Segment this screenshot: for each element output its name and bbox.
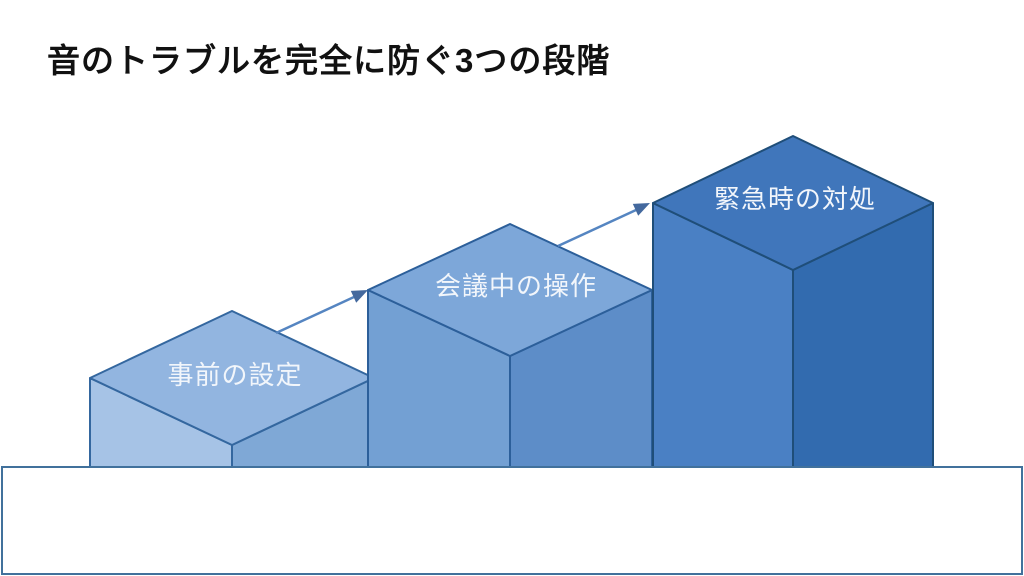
baseline-platform — [1, 466, 1023, 575]
arrow-2-line — [557, 208, 637, 248]
step3-top-face — [652, 135, 934, 271]
connector-arrow-2 — [557, 203, 650, 248]
arrow-1-line — [275, 295, 355, 335]
arrow-1-head-icon — [350, 290, 368, 303]
connector-arrow-1 — [275, 290, 368, 335]
arrow-2-head-icon — [632, 203, 650, 216]
slide-title: 音のトラブルを完全に防ぐ3つの段階 — [47, 42, 611, 79]
